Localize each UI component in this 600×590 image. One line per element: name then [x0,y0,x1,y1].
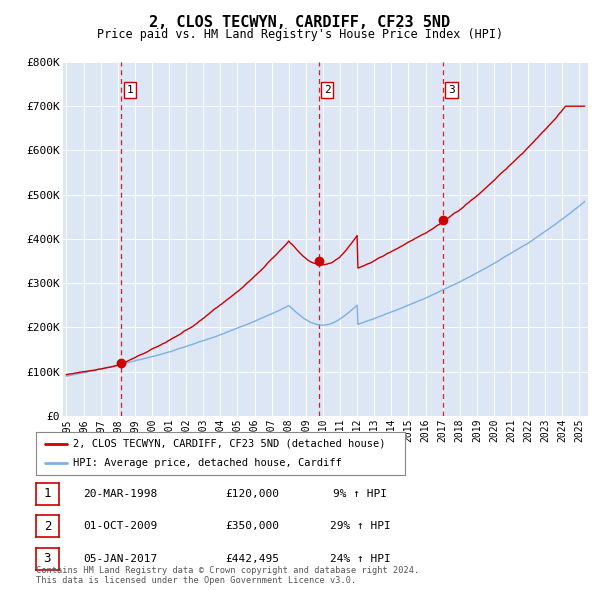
Text: 3: 3 [44,552,51,565]
Text: 2, CLOS TECWYN, CARDIFF, CF23 5ND (detached house): 2, CLOS TECWYN, CARDIFF, CF23 5ND (detac… [73,439,385,449]
Text: 20-MAR-1998: 20-MAR-1998 [83,489,157,499]
Text: £442,495: £442,495 [225,554,279,563]
Text: Contains HM Land Registry data © Crown copyright and database right 2024.: Contains HM Land Registry data © Crown c… [36,566,419,575]
Text: 24% ↑ HPI: 24% ↑ HPI [329,554,391,563]
Text: 9% ↑ HPI: 9% ↑ HPI [333,489,387,499]
Text: 2: 2 [44,520,51,533]
Text: 2, CLOS TECWYN, CARDIFF, CF23 5ND: 2, CLOS TECWYN, CARDIFF, CF23 5ND [149,15,451,30]
Text: £120,000: £120,000 [225,489,279,499]
Text: 2: 2 [324,86,331,95]
Text: Price paid vs. HM Land Registry's House Price Index (HPI): Price paid vs. HM Land Registry's House … [97,28,503,41]
Text: 3: 3 [448,86,455,95]
Text: 01-OCT-2009: 01-OCT-2009 [83,522,157,531]
Text: HPI: Average price, detached house, Cardiff: HPI: Average price, detached house, Card… [73,458,341,468]
Text: 29% ↑ HPI: 29% ↑ HPI [329,522,391,531]
Text: 1: 1 [127,86,133,95]
Text: 1: 1 [44,487,51,500]
Text: 05-JAN-2017: 05-JAN-2017 [83,554,157,563]
Text: This data is licensed under the Open Government Licence v3.0.: This data is licensed under the Open Gov… [36,576,356,585]
Text: £350,000: £350,000 [225,522,279,531]
